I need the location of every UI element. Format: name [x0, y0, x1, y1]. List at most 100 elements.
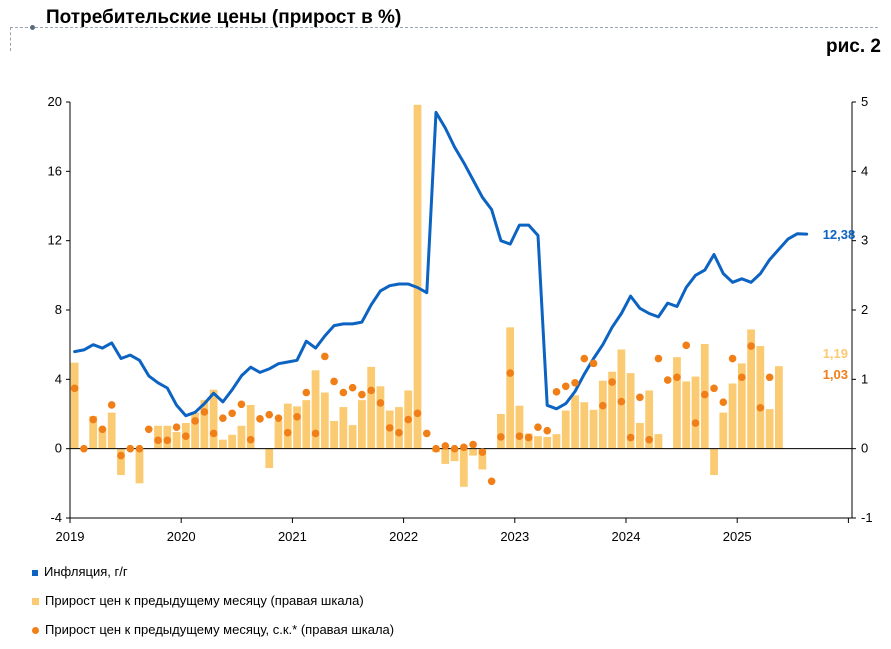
legend-swatch-line [32, 569, 38, 576]
inflation-line [73, 110, 809, 418]
dot [599, 401, 607, 410]
end-label-bar: 1,19 [823, 346, 848, 361]
bar [367, 366, 376, 449]
dot [367, 386, 375, 395]
dot [98, 425, 107, 434]
dot [219, 414, 227, 422]
bar [89, 416, 98, 449]
dot [747, 342, 755, 350]
dot [172, 423, 181, 431]
dot [200, 408, 209, 416]
y-right-tick-label: 0 [861, 441, 868, 456]
dot [209, 429, 218, 438]
bar [561, 410, 570, 449]
bar [775, 366, 783, 449]
dot [487, 477, 496, 486]
bar [274, 420, 283, 449]
dot [626, 433, 635, 442]
y-right-tick-label: 5 [861, 94, 868, 109]
bar [450, 448, 459, 462]
bar [469, 448, 477, 456]
dot [524, 433, 533, 442]
dot [330, 377, 338, 386]
dot [534, 423, 542, 431]
dot [135, 444, 144, 453]
dot [144, 425, 153, 434]
legend-swatch-bar [32, 598, 39, 606]
dot [506, 369, 514, 377]
dot [422, 429, 431, 438]
x-tick-label: 2022 [389, 529, 418, 544]
dot [756, 403, 765, 412]
x-tick-label: 2023 [500, 529, 529, 544]
bar [598, 380, 607, 449]
legend-swatch-dot [32, 627, 39, 635]
y-left-tick-label: 16 [48, 163, 62, 178]
x-tick-label: 2025 [723, 529, 752, 544]
bar [339, 407, 348, 449]
dot [738, 373, 746, 382]
dot [682, 341, 691, 350]
dot [450, 444, 459, 453]
bar [515, 405, 524, 449]
y-left-tick-label: -4 [50, 510, 62, 525]
bar [571, 395, 579, 449]
bar [237, 425, 246, 449]
dot [460, 443, 468, 452]
dot [608, 378, 616, 386]
bar [459, 448, 468, 487]
bar [673, 357, 681, 449]
dot [302, 388, 311, 397]
bar [654, 434, 663, 449]
bar [246, 404, 255, 449]
y-right-tick-label: 3 [861, 233, 868, 248]
dot [543, 426, 552, 435]
header-dashed-left [10, 27, 11, 51]
dot [636, 393, 644, 402]
dot [358, 390, 366, 399]
bar [376, 386, 385, 449]
bar [228, 434, 237, 449]
dot [478, 448, 487, 456]
dot [154, 436, 162, 445]
dot [256, 415, 264, 423]
y-left-tick-label: 12 [48, 233, 62, 248]
bar [330, 420, 338, 449]
dot [654, 354, 663, 363]
dot [404, 415, 413, 424]
legend-item-bar: Прирост цен к предыдущему месяцу (правая… [32, 593, 364, 608]
dot [283, 428, 292, 437]
bar [737, 363, 746, 449]
bar [543, 436, 552, 449]
header-dot [30, 25, 35, 30]
bar [135, 448, 144, 484]
dot [274, 414, 283, 422]
legend-label-dot: Прирост цен к предыдущему месяцу, с.к.* … [45, 622, 395, 637]
y-right-tick-label: 1 [861, 371, 868, 386]
dot [700, 390, 709, 399]
dot [765, 373, 774, 382]
dot [413, 409, 422, 418]
bar [219, 439, 227, 449]
dot [617, 397, 626, 406]
dot [107, 401, 116, 409]
dot [395, 428, 403, 437]
legend-item-line: Инфляция, г/г [32, 564, 128, 579]
dot [710, 384, 718, 393]
end-label-line: 12,38 [823, 227, 856, 242]
legend-label-line: Инфляция, г/г [44, 564, 128, 579]
x-tick-label: 2021 [278, 529, 307, 544]
dot [80, 444, 88, 453]
dot [126, 444, 135, 453]
bar [497, 414, 505, 449]
bar [636, 423, 644, 449]
dot [580, 354, 589, 363]
bar [710, 448, 718, 476]
bar [98, 427, 107, 449]
dot [552, 388, 561, 396]
dot [182, 432, 190, 440]
legend-item-dot: Прирост цен к предыдущему месяцу, с.к.* … [32, 622, 394, 637]
bar [691, 376, 700, 449]
dot [89, 415, 97, 424]
